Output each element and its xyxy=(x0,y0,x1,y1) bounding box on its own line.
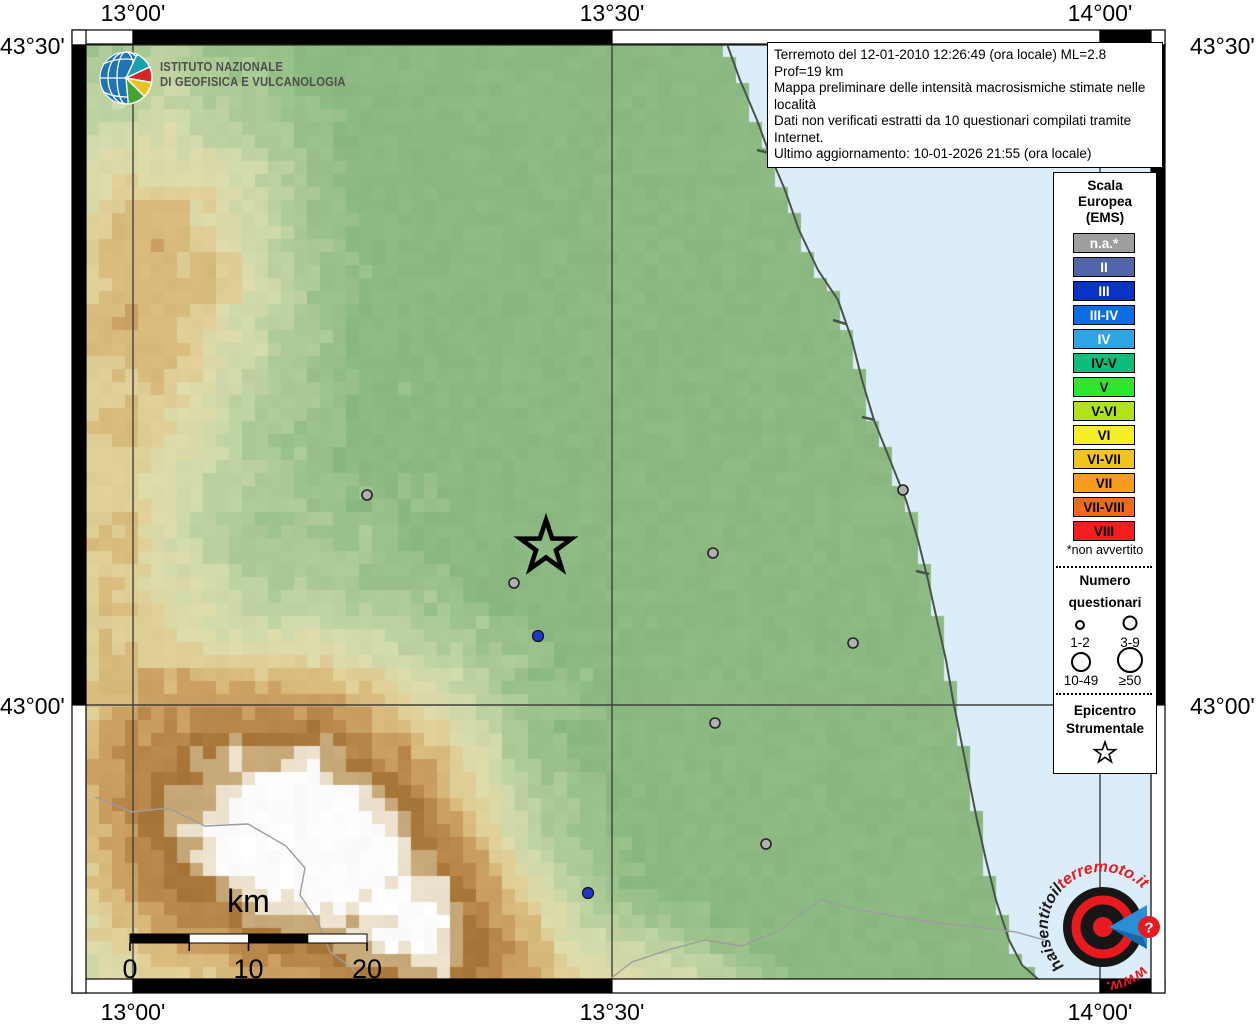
frame-bottom-segment-2 xyxy=(611,978,1101,994)
axis-label-top-0: 13°00' xyxy=(100,0,166,26)
scale-bar-segment-1 xyxy=(188,933,249,944)
questionnaire-size-circle-2 xyxy=(1071,652,1091,672)
legend-footnote: *non avvertito xyxy=(1066,543,1144,557)
logo-question-mark: ? xyxy=(1144,920,1153,937)
questionnaire-size-label-2: 10-49 xyxy=(1064,673,1099,688)
terrain-raster xyxy=(86,44,1151,979)
axis-label-bottom-1: 13°30' xyxy=(579,999,645,1024)
legend-chip-vii: VII xyxy=(1073,473,1135,493)
frame-left-segment-2 xyxy=(71,704,87,994)
questionnaire-size-label-1: 3-9 xyxy=(1120,635,1140,650)
questionnaire-title-line2: questionari xyxy=(1068,595,1142,610)
legend-title-line1: Scala xyxy=(1087,178,1123,193)
info-line-updated: Ultimo aggiornamento: 10-01-2026 21:55 (… xyxy=(774,146,1092,161)
intensity-dot-na-6 xyxy=(760,838,772,850)
legend-title-line3: (EMS) xyxy=(1085,210,1125,225)
logo-question-badge xyxy=(1138,916,1160,938)
legend-chip-iv: IV xyxy=(1073,329,1135,349)
intensity-dot-na-2 xyxy=(707,547,719,559)
epicenter-star-key xyxy=(1092,739,1118,764)
ingv-name-line1: ISTITUTO NAZIONALE xyxy=(160,60,284,74)
ingv-globe-wedge-3 xyxy=(125,76,146,105)
questionnaire-size-label-0: 1-2 xyxy=(1070,635,1090,650)
frame-left-segment-0 xyxy=(71,29,87,46)
intensity-dot-na-4 xyxy=(897,484,909,496)
legend-chip-ii: II xyxy=(1073,257,1135,277)
coastline xyxy=(726,43,1039,980)
ingv-logo: ISTITUTO NAZIONALE DI GEOFISICA E VULCAN… xyxy=(96,46,416,110)
info-line-map-type: Mappa preliminare delle intensità macros… xyxy=(774,80,1146,112)
legend-chip-viii: VIII xyxy=(1073,521,1135,541)
legend-chip-v-vi: V-VI xyxy=(1073,401,1135,421)
frame-left-segment-1 xyxy=(71,44,87,706)
frame-bottom-segment-1 xyxy=(132,978,613,994)
legend-chip-vi: VI xyxy=(1073,425,1135,445)
ingv-globe-icon xyxy=(99,51,153,105)
axis-label-right-1: 43°00' xyxy=(1190,693,1255,719)
info-line-data-source: Dati non verificati estratti da 10 quest… xyxy=(774,113,1132,145)
epicenter-title-line2: Strumentale xyxy=(1065,721,1145,736)
event-info-box: Terremoto del 12-01-2010 12:26:49 (ora l… xyxy=(767,42,1163,168)
axis-label-right-0: 43°30' xyxy=(1190,33,1255,59)
intensity-dot-na-1 xyxy=(508,577,520,589)
logo-www-text: www. xyxy=(1105,963,1151,995)
intensity-dot-felt-1 xyxy=(581,886,595,900)
epicenter-star-key-icon xyxy=(1092,739,1118,764)
axis-label-top-1: 13°30' xyxy=(579,0,645,26)
logo-target-center xyxy=(1093,917,1113,937)
legend-chip-iii: III xyxy=(1073,281,1135,301)
axis-label-bottom-2: 14°00' xyxy=(1067,999,1133,1024)
info-line-event: Terremoto del 12-01-2010 12:26:49 (ora l… xyxy=(774,47,1107,79)
questionnaire-size-circle-1 xyxy=(1122,615,1138,631)
coast-port-mark-1 xyxy=(832,318,847,326)
scale-bar-segment-3 xyxy=(307,933,368,944)
questionnaire-size-key: 1-2 3-9 10-49 ≥50 xyxy=(1064,615,1143,688)
intensity-dot-na-0 xyxy=(361,489,373,501)
axis-label-left-1: 43°00' xyxy=(0,693,65,719)
scale-bar-tick-label-0: 0 xyxy=(122,954,137,984)
axis-label-bottom-0: 13°00' xyxy=(100,999,166,1024)
legend-chip-vii-viii: VII-VIII xyxy=(1073,497,1135,517)
coast-port-mark-2 xyxy=(861,415,876,422)
epicenter-title-line1: Epicentro xyxy=(1073,703,1137,718)
intensity-dot-na-5 xyxy=(709,717,721,729)
legend-chip-iv-v: IV-V xyxy=(1073,353,1135,373)
legend-divider-2 xyxy=(1056,693,1152,695)
logo-megaphone-shade xyxy=(1109,927,1147,949)
scale-bar-segment-2 xyxy=(248,933,309,944)
axis-label-top-2: 14°00' xyxy=(1067,0,1133,26)
legend-chip-n-a-: n.a.* xyxy=(1073,233,1135,253)
axis-label-left-0: 43°30' xyxy=(0,33,65,59)
questionnaire-size-label-3: ≥50 xyxy=(1119,673,1141,688)
ingv-name-line2: DI GEOFISICA E VULCANOLOGIA xyxy=(160,75,346,89)
legend-chip-vi-vii: VI-VII xyxy=(1073,449,1135,469)
intensity-dot-na-3 xyxy=(847,637,859,649)
legend-divider-1 xyxy=(1056,566,1152,568)
coast-port-mark-3 xyxy=(915,569,930,576)
frame-top-segment-1 xyxy=(132,29,613,45)
questionnaire-size-circle-3 xyxy=(1117,647,1143,673)
questionnaire-size-circle-0 xyxy=(1075,620,1085,630)
legend-panel: Scala Europea (EMS) n.a.* II III III-IV IV IV… xyxy=(1053,172,1157,774)
scale-bar-unit: km xyxy=(227,883,270,919)
legend-chip-v: V xyxy=(1073,377,1135,397)
legend-title-line2: Europea xyxy=(1077,194,1132,209)
scale-bar-segment-0 xyxy=(129,933,190,944)
intensity-dot-felt-0 xyxy=(531,629,545,643)
questionnaire-title-line1: Numero xyxy=(1079,573,1131,588)
admin-boundary-1 xyxy=(609,899,1049,980)
admin-boundary-0 xyxy=(94,796,361,980)
epicenter-star xyxy=(513,512,579,575)
legend-chip-iii-iv: III-IV xyxy=(1073,305,1135,325)
